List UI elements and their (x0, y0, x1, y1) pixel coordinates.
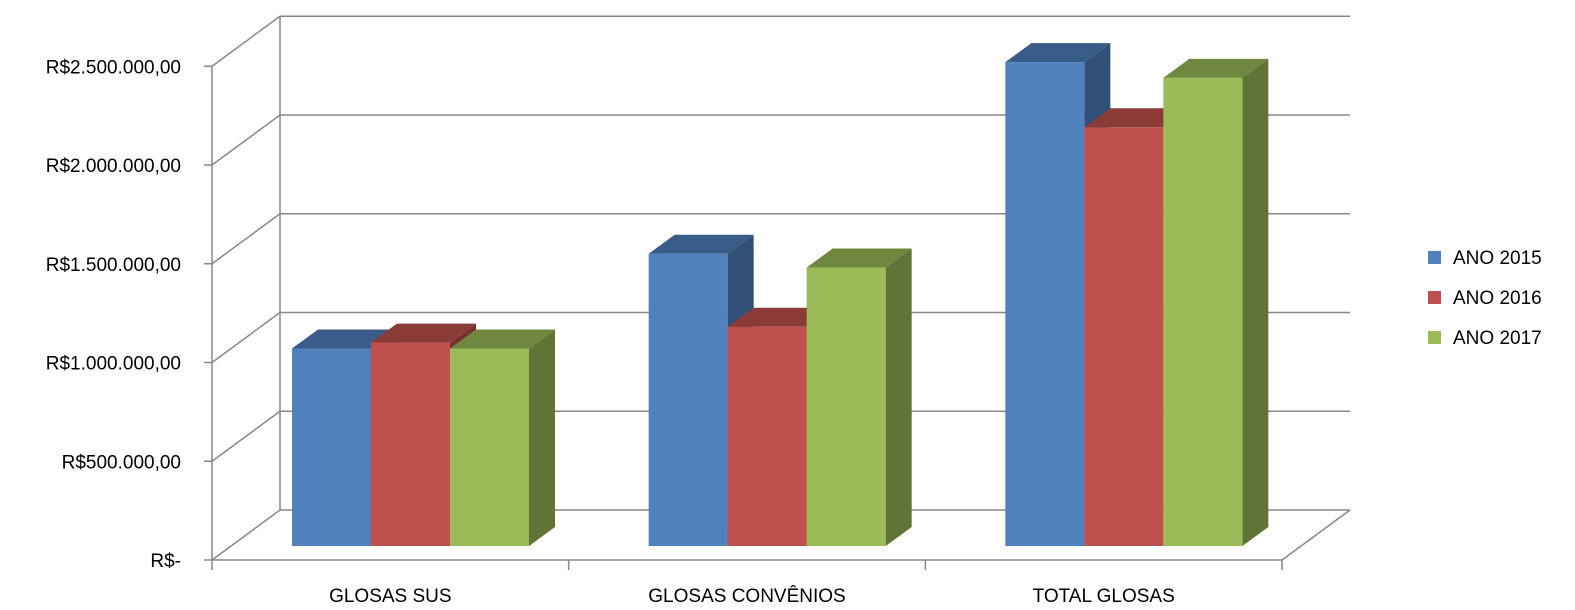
category-label: TOTAL GLOSAS (1033, 586, 1175, 607)
legend: ANO 2015 ANO 2016 ANO 2017 (1428, 248, 1542, 349)
legend-item-2: ANO 2016 (1428, 288, 1542, 309)
y-tick-label: R$500.000,00 (62, 452, 181, 473)
y-tick-label: R$2.000.000,00 (46, 156, 181, 177)
y-tick-label: R$- (150, 551, 181, 572)
legend-swatch (1428, 291, 1441, 304)
x-axis-categories: GLOSAS SUS GLOSAS CONVÊNIOS TOTAL GLOSAS (211, 560, 1283, 607)
legend-item-3: ANO 2017 (1428, 328, 1542, 349)
legend-item-1: ANO 2015 (1428, 248, 1542, 269)
y-tick-label: R$2.500.000,00 (46, 57, 181, 78)
legend-swatch (1428, 331, 1441, 344)
bar-3-2 (806, 248, 912, 546)
bar-3-1 (450, 329, 555, 546)
legend-label: ANO 2015 (1453, 248, 1542, 269)
bar-3-3 (1163, 58, 1269, 547)
y-axis-ticks: R$- R$500.000,00 R$1.000.000,00 R$1.500.000… (46, 57, 212, 572)
y-tick-label: R$1.500.000,00 (46, 255, 181, 276)
y-tick-label: R$1.000.000,00 (46, 354, 181, 375)
category-label: GLOSAS SUS (329, 586, 452, 607)
legend-label: ANO 2017 (1453, 328, 1542, 349)
legend-label: ANO 2016 (1453, 288, 1542, 309)
legend-swatch (1428, 251, 1441, 264)
bars (292, 43, 1269, 547)
gridline-5 (211, 15, 1350, 67)
gridline-0 (211, 509, 281, 561)
category-label: GLOSAS CONVÊNIOS (648, 585, 845, 607)
